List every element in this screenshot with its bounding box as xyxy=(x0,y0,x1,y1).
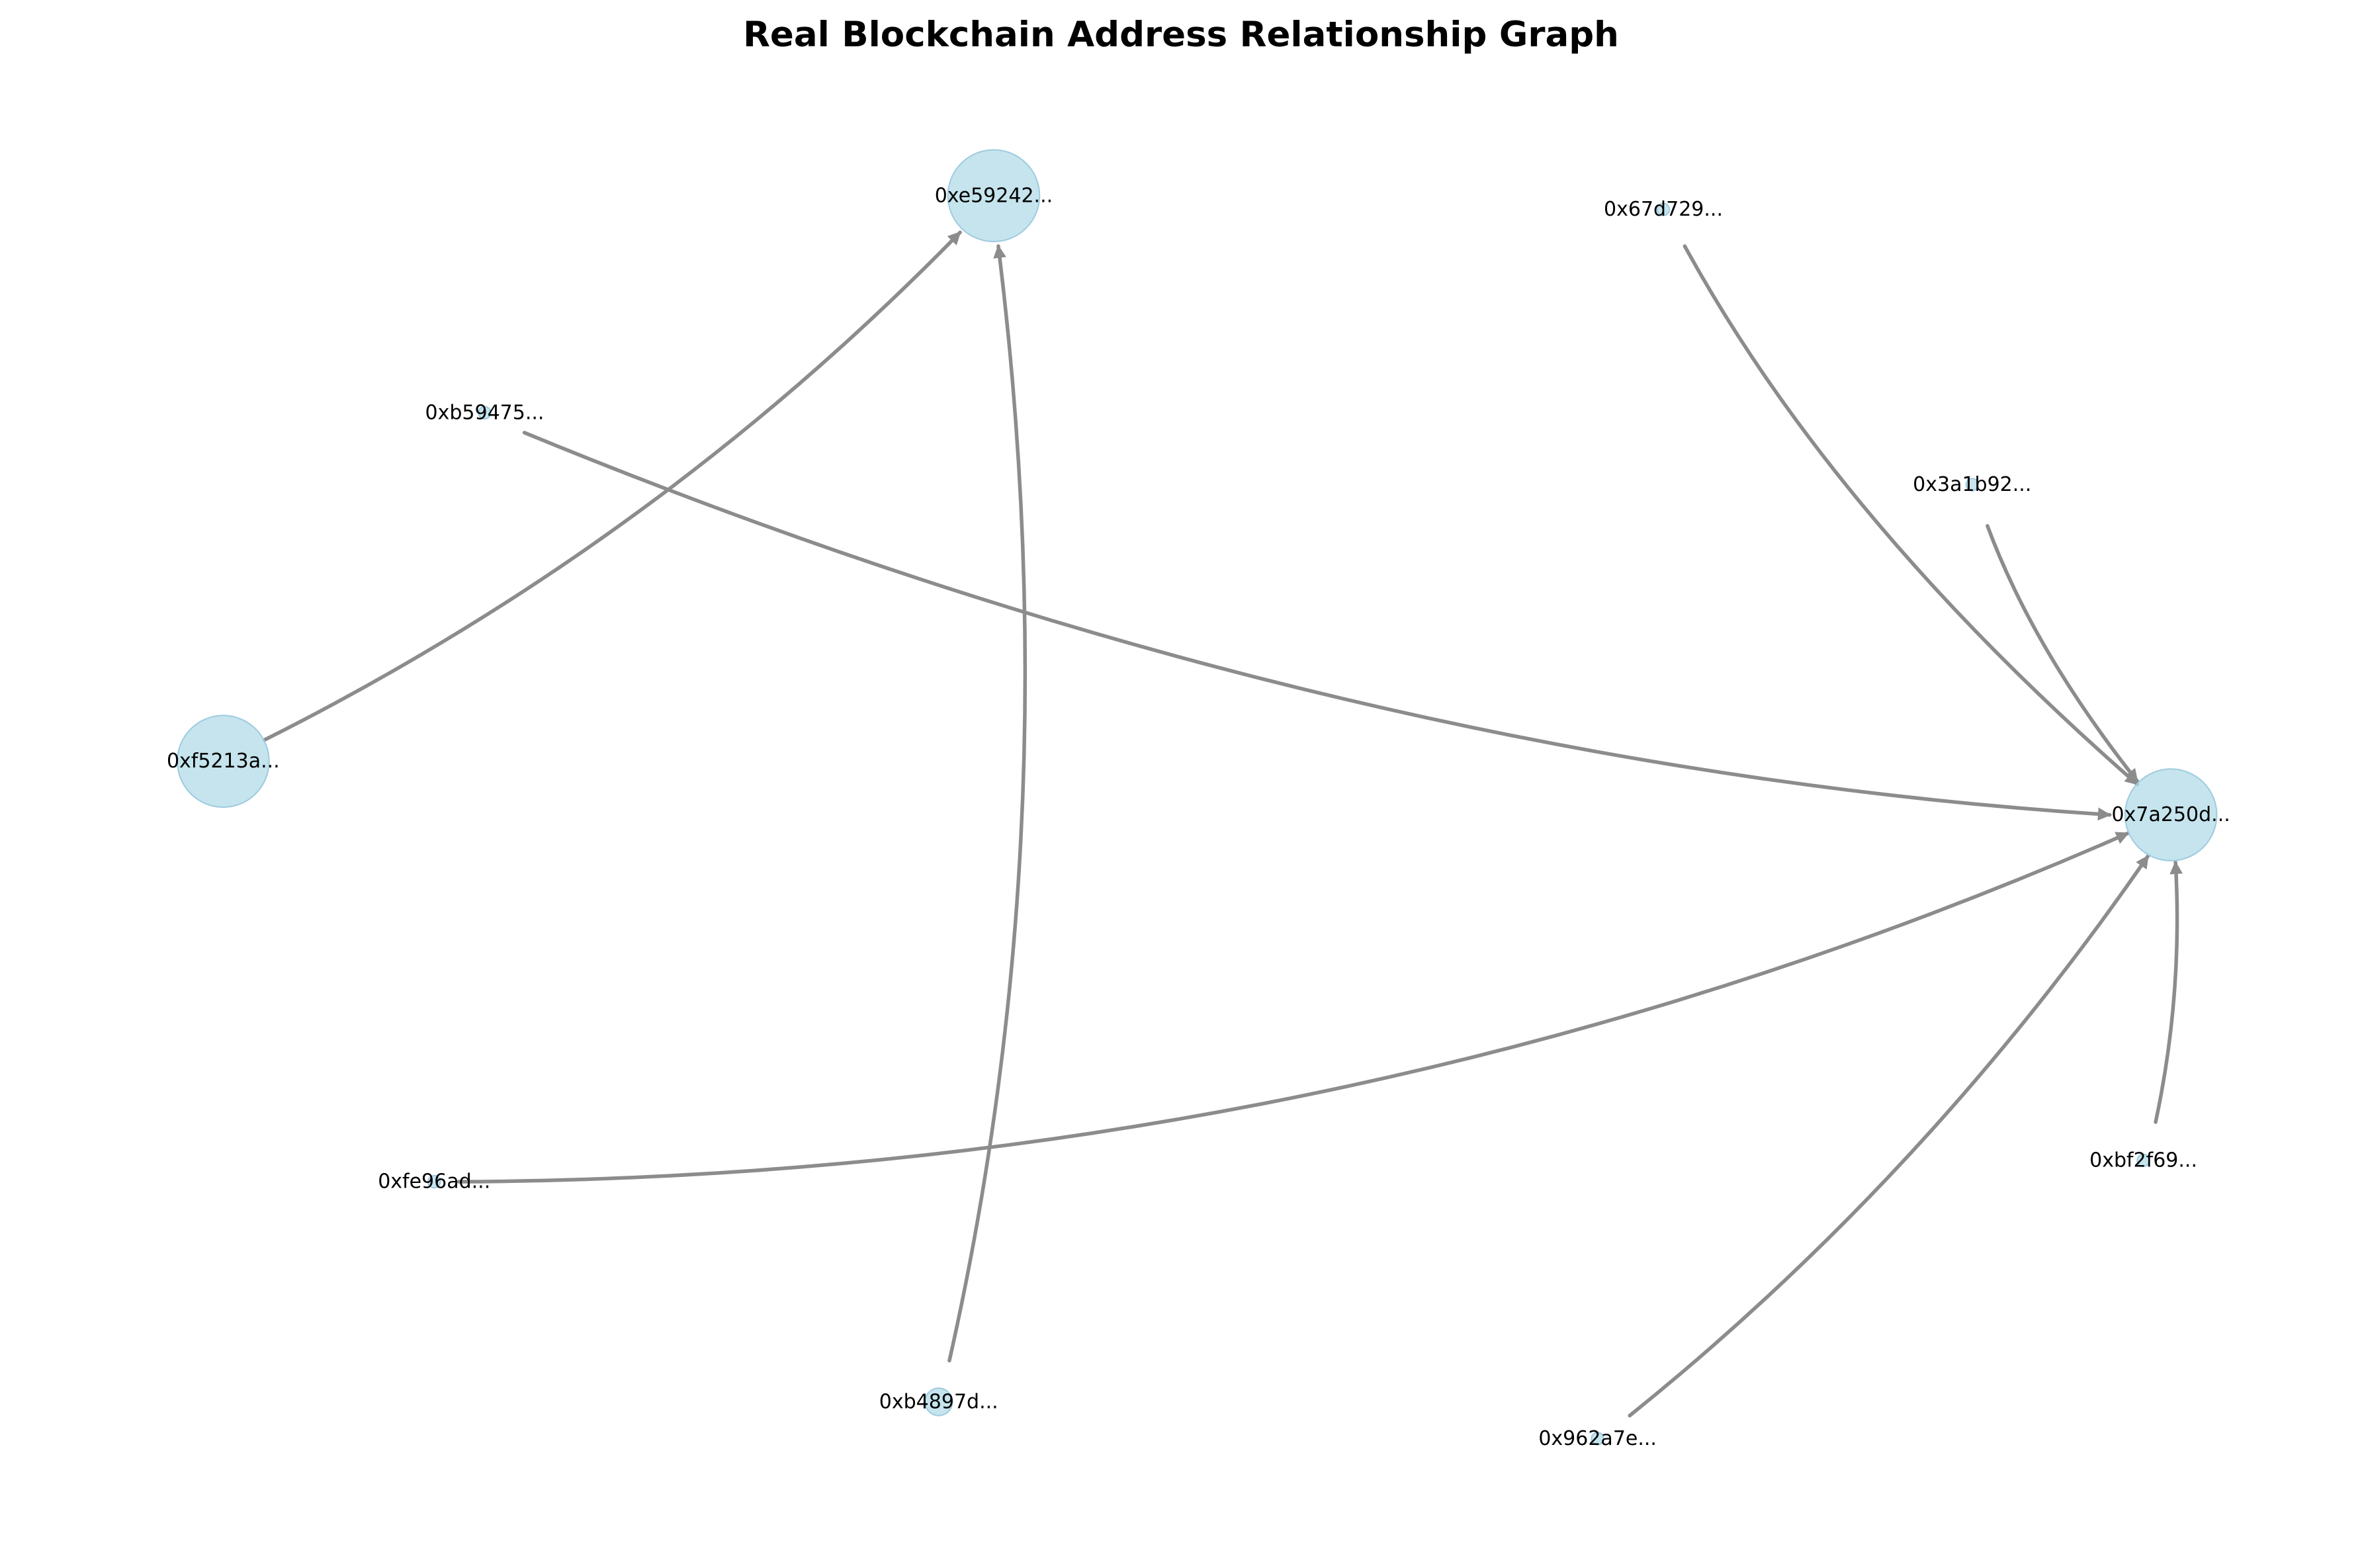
edge-f5213a-to-e59242 xyxy=(262,230,962,742)
node-label-f5213a: 0xf5213a... xyxy=(167,750,280,773)
node-962a7e xyxy=(1591,1432,1604,1446)
node-label-7a250d: 0x7a250d... xyxy=(2112,803,2230,826)
edge-3a1b92-to-7a250d xyxy=(1986,524,2140,783)
edge-b59475-to-7a250d xyxy=(522,431,2112,821)
node-b59475 xyxy=(478,406,492,420)
node-fe96ad xyxy=(427,1174,441,1189)
labels-layer: 0xe59242... 0x67d729... 0xb59475... 0x3a1b9… xyxy=(167,184,2230,1450)
node-label-962a7e: 0x962a7e... xyxy=(1538,1427,1657,1450)
node-bf2f69 xyxy=(2136,1153,2150,1168)
edge-b4897d-to-e59242 xyxy=(947,244,1028,1363)
node-e59242 xyxy=(947,149,1041,243)
graph-title: Real Blockchain Address Relationship Gra… xyxy=(743,15,1619,55)
node-label-67d729: 0x67d729... xyxy=(1604,198,1723,221)
node-label-fe96ad: 0xfe96ad... xyxy=(378,1170,490,1194)
node-3a1b92 xyxy=(1965,478,1980,492)
node-label-e59242: 0xe59242... xyxy=(935,184,1053,207)
edge-bf2f69-to-7a250d xyxy=(2154,860,2183,1124)
node-label-3a1b92: 0x3a1b92... xyxy=(1913,473,2031,496)
edge-962a7e-to-7a250d xyxy=(1628,854,2150,1418)
node-b4897d xyxy=(924,1387,953,1416)
edges-layer xyxy=(262,230,2183,1418)
node-67d729 xyxy=(1656,202,1671,216)
node-label-b4897d: 0xb4897d... xyxy=(879,1390,998,1413)
nodes-layer xyxy=(177,149,2218,1446)
node-label-bf2f69: 0xbf2f69... xyxy=(2089,1149,2197,1172)
edge-67d729-to-7a250d xyxy=(1683,244,2140,787)
node-label-b59475: 0xb59475... xyxy=(425,401,545,424)
node-f5213a xyxy=(177,715,270,808)
edge-fe96ad-to-7a250d xyxy=(457,831,2130,1184)
node-7a250d xyxy=(2124,768,2218,861)
